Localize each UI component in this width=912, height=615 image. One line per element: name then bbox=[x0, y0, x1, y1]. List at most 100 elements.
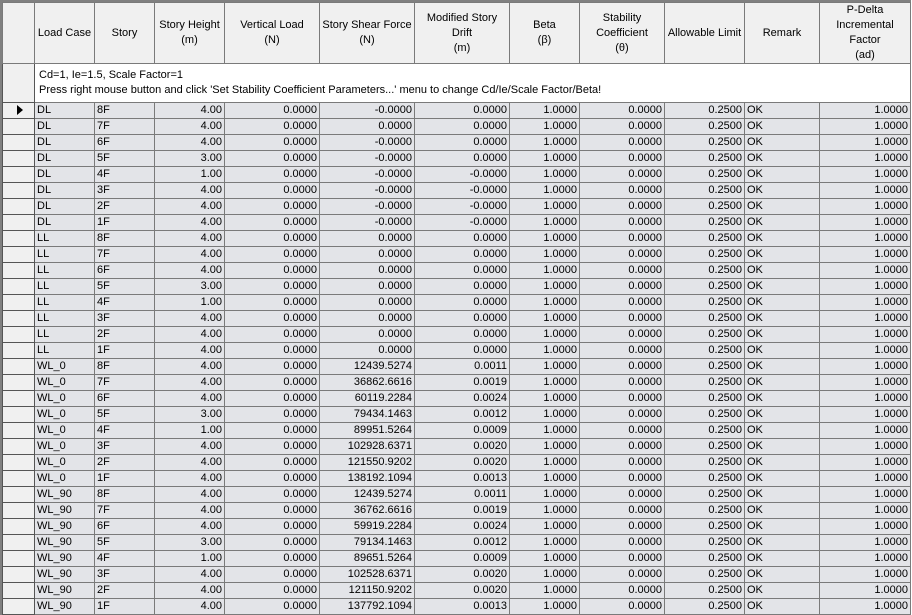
cell-drift[interactable]: 0.0000 bbox=[414, 342, 510, 359]
column-header-story-shear[interactable]: Story Shear Force (N) bbox=[319, 2, 415, 64]
cell-pdelta[interactable]: 1.0000 bbox=[819, 374, 911, 391]
cell-story-height[interactable]: 1.00 bbox=[154, 294, 225, 311]
cell-pdelta[interactable]: 1.0000 bbox=[819, 406, 911, 423]
cell-remark[interactable]: OK bbox=[744, 374, 820, 391]
cell-story[interactable]: 3F bbox=[94, 182, 155, 199]
row-header[interactable] bbox=[2, 134, 35, 151]
cell-remark[interactable]: OK bbox=[744, 438, 820, 455]
cell-load-case[interactable]: WL_0 bbox=[34, 358, 95, 375]
cell-remark[interactable]: OK bbox=[744, 566, 820, 583]
column-header-stability[interactable]: Stability Coefficient (θ) bbox=[579, 2, 665, 64]
cell-story-height[interactable]: 4.00 bbox=[154, 470, 225, 487]
cell-story[interactable]: 4F bbox=[94, 294, 155, 311]
cell-load-case[interactable]: LL bbox=[34, 278, 95, 295]
cell-stability[interactable]: 0.0000 bbox=[579, 230, 665, 247]
cell-allowable[interactable]: 0.2500 bbox=[664, 342, 745, 359]
cell-story[interactable]: 2F bbox=[94, 326, 155, 343]
cell-story-shear[interactable]: 137792.1094 bbox=[319, 598, 415, 615]
cell-vertical-load[interactable]: 0.0000 bbox=[224, 182, 320, 199]
cell-drift[interactable]: 0.0024 bbox=[414, 518, 510, 535]
cell-beta[interactable]: 1.0000 bbox=[509, 150, 580, 167]
cell-story-shear[interactable]: 0.0000 bbox=[319, 246, 415, 263]
cell-vertical-load[interactable]: 0.0000 bbox=[224, 262, 320, 279]
cell-drift[interactable]: 0.0020 bbox=[414, 582, 510, 599]
cell-vertical-load[interactable]: 0.0000 bbox=[224, 486, 320, 503]
cell-remark[interactable]: OK bbox=[744, 134, 820, 151]
cell-remark[interactable]: OK bbox=[744, 326, 820, 343]
cell-load-case[interactable]: DL bbox=[34, 182, 95, 199]
table-row[interactable]: WL_90 8F 4.00 0.0000 12439.5274 0.0011 1.0000 0… bbox=[2, 486, 911, 503]
row-header[interactable] bbox=[2, 118, 35, 135]
cell-story[interactable]: 4F bbox=[94, 166, 155, 183]
cell-vertical-load[interactable]: 0.0000 bbox=[224, 134, 320, 151]
cell-vertical-load[interactable]: 0.0000 bbox=[224, 326, 320, 343]
cell-pdelta[interactable]: 1.0000 bbox=[819, 470, 911, 487]
table-row[interactable]: WL_90 7F 4.00 0.0000 36762.6616 0.0019 1.0000 0… bbox=[2, 502, 911, 519]
table-row[interactable]: WL_0 1F 4.00 0.0000 138192.1094 0.0013 1.0000 0… bbox=[2, 470, 911, 487]
column-header-story[interactable]: Story bbox=[94, 2, 155, 64]
cell-story-shear[interactable]: 102528.6371 bbox=[319, 566, 415, 583]
cell-story-shear[interactable]: 0.0000 bbox=[319, 342, 415, 359]
table-row[interactable]: LL 5F 3.00 0.0000 0.0000 0.0000 1.0000 0.0000 0.… bbox=[2, 278, 911, 295]
cell-drift[interactable]: -0.0000 bbox=[414, 198, 510, 215]
cell-vertical-load[interactable]: 0.0000 bbox=[224, 518, 320, 535]
cell-vertical-load[interactable]: 0.0000 bbox=[224, 102, 320, 119]
row-header[interactable] bbox=[2, 486, 35, 503]
cell-vertical-load[interactable]: 0.0000 bbox=[224, 470, 320, 487]
cell-drift[interactable]: 0.0000 bbox=[414, 150, 510, 167]
cell-drift[interactable]: 0.0020 bbox=[414, 454, 510, 471]
cell-load-case[interactable]: WL_90 bbox=[34, 518, 95, 535]
cell-drift[interactable]: 0.0020 bbox=[414, 438, 510, 455]
cell-story-shear[interactable]: 121150.9202 bbox=[319, 582, 415, 599]
cell-load-case[interactable]: LL bbox=[34, 310, 95, 327]
cell-story-height[interactable]: 4.00 bbox=[154, 326, 225, 343]
row-header[interactable] bbox=[2, 390, 35, 407]
cell-pdelta[interactable]: 1.0000 bbox=[819, 518, 911, 535]
cell-drift[interactable]: 0.0013 bbox=[414, 470, 510, 487]
cell-beta[interactable]: 1.0000 bbox=[509, 422, 580, 439]
row-header[interactable] bbox=[2, 63, 35, 103]
cell-story-shear[interactable]: 12439.5274 bbox=[319, 486, 415, 503]
cell-drift[interactable]: -0.0000 bbox=[414, 182, 510, 199]
cell-story[interactable]: 3F bbox=[94, 438, 155, 455]
cell-beta[interactable]: 1.0000 bbox=[509, 438, 580, 455]
cell-story[interactable]: 8F bbox=[94, 230, 155, 247]
cell-story[interactable]: 1F bbox=[94, 598, 155, 615]
cell-beta[interactable]: 1.0000 bbox=[509, 326, 580, 343]
cell-vertical-load[interactable]: 0.0000 bbox=[224, 230, 320, 247]
row-header[interactable] bbox=[2, 374, 35, 391]
cell-story[interactable]: 2F bbox=[94, 454, 155, 471]
table-row[interactable]: LL 4F 1.00 0.0000 0.0000 0.0000 1.0000 0.0000 0.… bbox=[2, 294, 911, 311]
cell-load-case[interactable]: LL bbox=[34, 294, 95, 311]
cell-pdelta[interactable]: 1.0000 bbox=[819, 534, 911, 551]
cell-allowable[interactable]: 0.2500 bbox=[664, 246, 745, 263]
cell-beta[interactable]: 1.0000 bbox=[509, 310, 580, 327]
cell-allowable[interactable]: 0.2500 bbox=[664, 406, 745, 423]
cell-stability[interactable]: 0.0000 bbox=[579, 470, 665, 487]
cell-pdelta[interactable]: 1.0000 bbox=[819, 326, 911, 343]
cell-allowable[interactable]: 0.2500 bbox=[664, 182, 745, 199]
cell-story[interactable]: 8F bbox=[94, 358, 155, 375]
table-row[interactable]: WL_0 2F 4.00 0.0000 121550.9202 0.0020 1.0000 0… bbox=[2, 454, 911, 471]
cell-pdelta[interactable]: 1.0000 bbox=[819, 230, 911, 247]
cell-vertical-load[interactable]: 0.0000 bbox=[224, 550, 320, 567]
cell-story-height[interactable]: 4.00 bbox=[154, 358, 225, 375]
row-header[interactable] bbox=[2, 518, 35, 535]
cell-stability[interactable]: 0.0000 bbox=[579, 518, 665, 535]
cell-allowable[interactable]: 0.2500 bbox=[664, 214, 745, 231]
row-header[interactable] bbox=[2, 550, 35, 567]
row-header[interactable] bbox=[2, 246, 35, 263]
cell-pdelta[interactable]: 1.0000 bbox=[819, 198, 911, 215]
cell-story[interactable]: 3F bbox=[94, 566, 155, 583]
cell-drift[interactable]: 0.0024 bbox=[414, 390, 510, 407]
cell-stability[interactable]: 0.0000 bbox=[579, 550, 665, 567]
cell-stability[interactable]: 0.0000 bbox=[579, 310, 665, 327]
cell-vertical-load[interactable]: 0.0000 bbox=[224, 198, 320, 215]
table-row[interactable]: LL 3F 4.00 0.0000 0.0000 0.0000 1.0000 0.0000 0.… bbox=[2, 310, 911, 327]
table-row[interactable]: DL 1F 4.00 0.0000 -0.0000 -0.0000 1.0000 0.0000… bbox=[2, 214, 911, 231]
cell-story-height[interactable]: 3.00 bbox=[154, 406, 225, 423]
cell-story-shear[interactable]: 0.0000 bbox=[319, 262, 415, 279]
cell-remark[interactable]: OK bbox=[744, 486, 820, 503]
cell-vertical-load[interactable]: 0.0000 bbox=[224, 534, 320, 551]
row-header[interactable] bbox=[2, 150, 35, 167]
